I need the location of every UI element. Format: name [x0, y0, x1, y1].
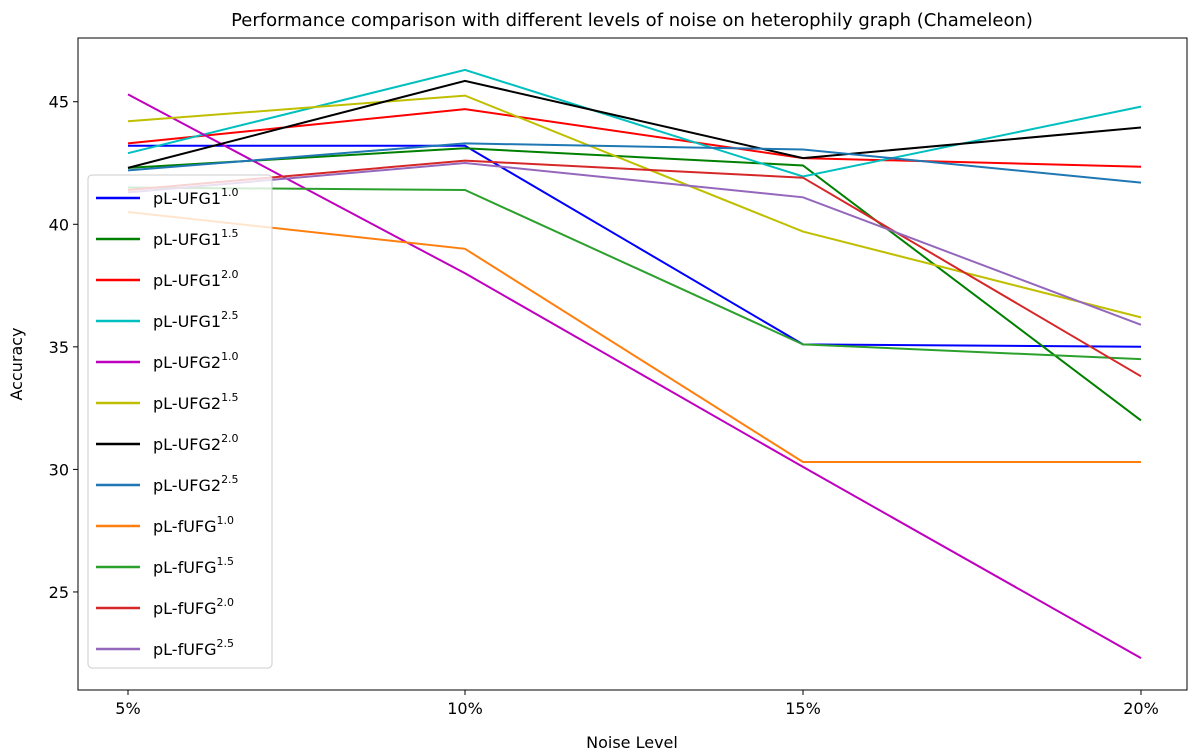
x-tick-label: 5%	[115, 699, 140, 718]
legend-entry-superscript: 1.5	[221, 391, 239, 404]
legend: pL-UFG11.0 pL-UFG11.5 pL-UFG12.0 pL-UFG12.5…	[87, 174, 273, 669]
legend-entry: pL-fUFG1.0	[153, 514, 234, 536]
legend-entry: pL-UFG11.0	[153, 186, 239, 208]
x-tick-label: 10%	[447, 699, 483, 718]
series-line-11	[127, 159, 1142, 378]
x-tick-label: 20%	[1123, 699, 1159, 718]
legend-entry-superscript: 1.5	[217, 555, 235, 568]
legend-entry-superscript: 2.0	[221, 432, 239, 445]
legend-entry-superscript: 1.0	[221, 186, 239, 199]
series-line-3	[127, 108, 1142, 168]
legend-entry-superscript: 1.0	[221, 350, 239, 363]
legend-entry: pL-UFG22.5	[153, 473, 239, 495]
legend-box	[87, 174, 273, 669]
y-tick-label: 30	[49, 460, 69, 479]
series-lines	[127, 68, 1142, 659]
series-line-1	[128, 144, 1142, 348]
series-line-5	[127, 93, 1142, 659]
legend-entry: pL-fUFG1.5	[153, 555, 234, 577]
legend-entry: pL-fUFG2.0	[153, 596, 234, 618]
y-axis-label: Accuracy	[7, 327, 26, 400]
series-line-7	[127, 79, 1142, 169]
legend-entry-superscript: 1.0	[217, 514, 235, 527]
series-line-8	[127, 142, 1142, 184]
legend-entry: pL-UFG11.5	[153, 227, 239, 249]
legend-entry: pL-UFG12.0	[153, 268, 239, 290]
legend-entry-superscript: 2.5	[221, 309, 239, 322]
legend-entry-superscript: 2.5	[221, 473, 239, 486]
plot-frame	[77, 37, 1188, 691]
series-line-10	[127, 186, 1142, 361]
chart-title: Performance comparison with different le…	[231, 10, 1033, 31]
series-line-9	[127, 211, 1141, 463]
legend-entry-superscript: 2.0	[221, 268, 239, 281]
legend-entry-superscript: 2.0	[217, 596, 235, 609]
legend-entry: pL-UFG21.0	[153, 350, 239, 372]
x-axis-label: Noise Level	[586, 733, 678, 752]
y-tick-label: 35	[49, 338, 69, 357]
series-line-2	[127, 147, 1142, 422]
y-tick-label: 25	[49, 583, 69, 602]
series-line-4	[127, 68, 1142, 178]
y-tick-label: 40	[49, 215, 69, 234]
series-line-12	[127, 161, 1142, 326]
y-tick-label: 45	[49, 93, 69, 112]
axes: 5% 10% 15% 20% 25 30 35 40 45	[49, 37, 1188, 718]
legend-entry: pL-UFG22.0	[153, 432, 239, 454]
legend-entry-superscript: 1.5	[221, 227, 239, 240]
legend-entry: pL-UFG12.5	[153, 309, 239, 331]
legend-entry: pL-fUFG2.5	[153, 637, 234, 659]
legend-entry-superscript: 2.5	[217, 637, 235, 650]
series-line-6	[127, 94, 1142, 319]
legend-entry: pL-UFG21.5	[153, 391, 239, 413]
x-tick-label: 15%	[785, 699, 821, 718]
